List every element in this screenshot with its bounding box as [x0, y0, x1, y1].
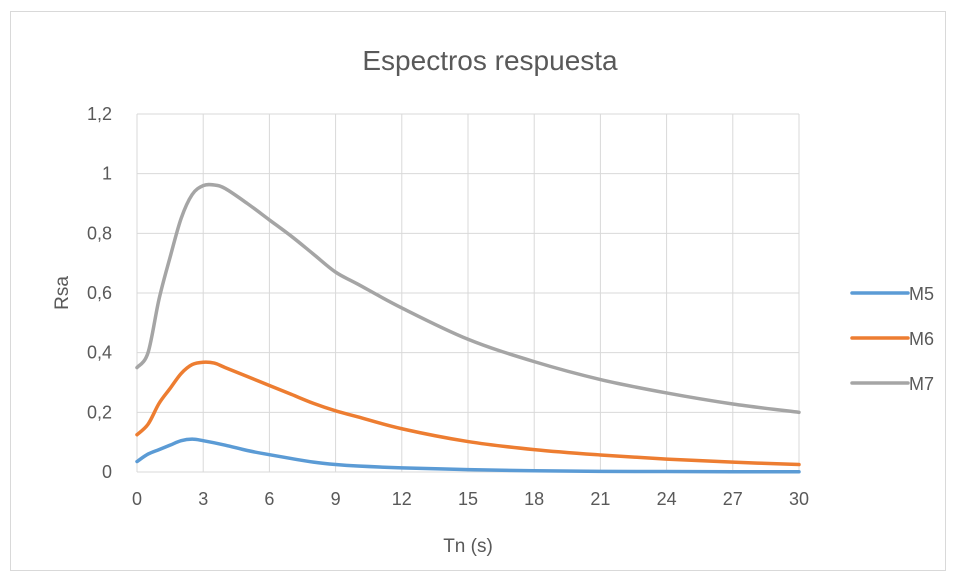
- legend-item-m6: M6: [850, 329, 934, 349]
- x-tick-label: 3: [198, 489, 208, 509]
- y-tick-label: 0,8: [87, 223, 112, 243]
- x-tick-label: 18: [524, 489, 544, 509]
- series-line-m6: [135, 360, 801, 467]
- legend-label: M6: [909, 329, 934, 349]
- legend: M5 M6 M7: [850, 284, 934, 394]
- chart-title: Espectros respuesta: [362, 45, 618, 76]
- tick-layer: 0 3 6 9 12 15 18 21 24 27 30 0 0,2 0,4 0,6 0,8 1 1,2: [87, 104, 809, 509]
- x-axis-label: Tn (s): [443, 536, 493, 557]
- x-tick-label: 21: [590, 489, 610, 509]
- x-tick-label: 24: [657, 489, 677, 509]
- grid-layer: [136, 113, 800, 473]
- y-tick-label: 0,6: [87, 283, 112, 303]
- x-tick-label: 0: [132, 489, 142, 509]
- legend-label: M7: [909, 374, 934, 394]
- x-tick-label: 15: [458, 489, 478, 509]
- y-axis-label: Rsa: [52, 276, 73, 310]
- legend-item-m5: M5: [850, 284, 934, 304]
- x-tick-label: 9: [331, 489, 341, 509]
- y-tick-label: 1: [102, 164, 112, 184]
- x-tick-label: 30: [789, 489, 809, 509]
- y-tick-label: 0,4: [87, 343, 112, 363]
- series-line-m7: [135, 182, 801, 415]
- legend-item-m7: M7: [850, 374, 934, 394]
- y-tick-label: 1,2: [87, 104, 112, 124]
- chart-frame: [10, 11, 946, 571]
- y-tick-label: 0: [102, 462, 112, 482]
- y-tick-label: 0,2: [87, 402, 112, 422]
- series-line-m5: [135, 437, 801, 474]
- series-layer: [135, 182, 801, 474]
- x-tick-label: 6: [264, 489, 274, 509]
- legend-label: M5: [909, 284, 934, 304]
- x-tick-label: 12: [392, 489, 412, 509]
- x-tick-label: 27: [723, 489, 743, 509]
